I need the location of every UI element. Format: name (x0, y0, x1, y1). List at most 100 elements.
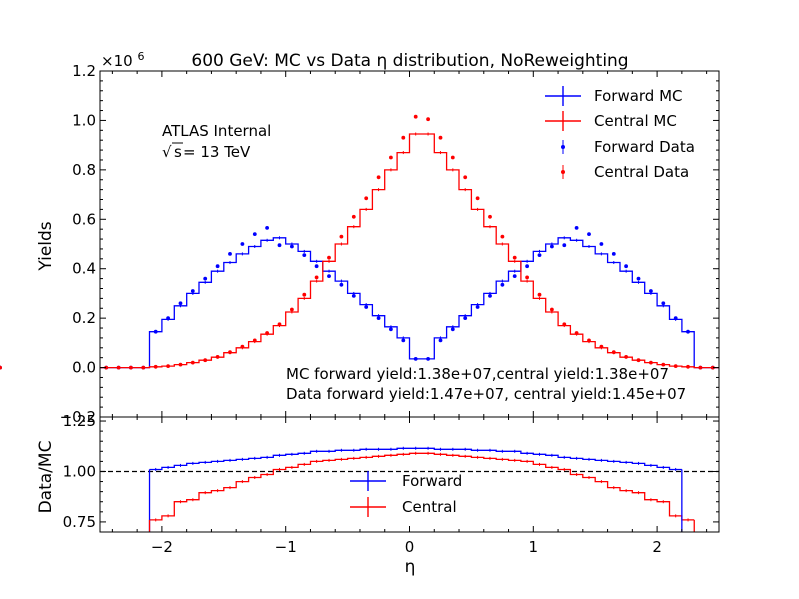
central-data-point (438, 135, 443, 140)
bottom-y-axis-label: Data/MC (36, 441, 56, 514)
x-tick-label: 1 (529, 538, 539, 556)
forward-data-point (265, 226, 269, 230)
legend-central: Central (350, 497, 457, 517)
y-tick-label: 1.0 (72, 111, 96, 129)
y-tick-label: −0.2 (60, 408, 96, 426)
y-tick-label: 0.75 (63, 513, 96, 531)
forward-data-point (500, 282, 505, 287)
forward-data-point (351, 294, 356, 298)
top-panel-axes: −0.2 0.0 0.2 0.4 0.6 0.8 1.0 1.2 (60, 62, 719, 426)
forward-data-point (562, 243, 567, 248)
central-data-point (252, 338, 257, 343)
forward-data-point (673, 316, 678, 320)
central-data-point (290, 307, 294, 312)
central-data-point (463, 175, 468, 180)
central-data-point (401, 135, 406, 140)
forward-data-point (203, 276, 208, 281)
legend-central-mc: Central MC (545, 111, 677, 131)
central-data-point (488, 214, 492, 219)
central-data-point (710, 365, 715, 370)
forward-data-point (215, 264, 220, 269)
legend-central-label: Central (402, 498, 457, 516)
bottom-panel-data (100, 446, 719, 532)
chart-title: 600 GeV: MC vs Data η distribution, NoRe… (191, 51, 628, 71)
forward-data-point (153, 329, 158, 334)
forward-data-point (537, 253, 542, 257)
energy-label: √ s = 13 TeV (162, 142, 251, 161)
legend-forward-mc: Forward MC (545, 86, 683, 106)
forward-data-point (376, 316, 381, 320)
central-data-point (104, 365, 109, 370)
central-data-point (475, 196, 480, 201)
forward-data-point (686, 329, 690, 334)
central-data-point (587, 338, 591, 343)
sqrt-s: s (174, 143, 182, 161)
forward-data-point (178, 301, 183, 306)
forward-data-point (599, 242, 604, 246)
forward-data-point (364, 305, 369, 309)
y-tick-label: 0.6 (72, 210, 96, 228)
data-yield-annotation: Data forward yield:1.47e+07, central yie… (286, 385, 686, 403)
y-tick-label: 0.8 (72, 161, 96, 179)
central-series (149, 451, 695, 522)
central-data-point (141, 365, 146, 370)
central-data-point (426, 117, 430, 122)
scale-exponent: 6 (137, 50, 144, 63)
central-data-point (698, 365, 703, 370)
central-data-point (327, 255, 331, 260)
central-data-point (166, 364, 171, 368)
central-data-point (413, 114, 418, 119)
forward-data-point (574, 226, 579, 230)
y-tick-label: 0.4 (72, 260, 96, 278)
central-data-point (240, 344, 245, 349)
forward-data-point (290, 244, 294, 249)
forward-data-point (450, 327, 455, 332)
central-data-point (339, 234, 344, 239)
central-data-point (512, 255, 517, 260)
bottom-panel-axes: −2 −1 0 1 2 0.75 1.00 1.25 (63, 412, 719, 556)
forward-data-point (463, 316, 468, 320)
y-tick-label: 1.2 (72, 62, 96, 80)
top-panel-data (0, 114, 719, 370)
forward-data-point (512, 274, 517, 278)
central-data-point (351, 214, 356, 219)
y-tick-label: 0.0 (72, 359, 96, 377)
top-legend: Forward MC Central MC Forward Data Centr… (545, 86, 695, 181)
central-data-point (364, 196, 369, 201)
forward-data-point (611, 252, 616, 256)
central-data-point (0, 365, 2, 370)
central-data-point (649, 360, 653, 365)
bottom-panel: −2 −1 0 1 2 0.75 1.00 1.25 Data/MC Forward Cent… (36, 412, 720, 556)
forward-data-point (314, 264, 319, 269)
x-tick-label: −2 (151, 538, 173, 556)
central-data-point (500, 234, 505, 239)
forward-data-point (413, 357, 418, 361)
central-data-point (389, 155, 393, 160)
forward-mc-series (0, 236, 719, 370)
forward-data-point (277, 243, 282, 248)
forward-data-point (252, 232, 257, 237)
y-tick-label: 0.2 (72, 309, 96, 327)
forward-data-point (240, 242, 245, 246)
forward-data-point (327, 274, 331, 278)
bottom-legend: Forward Central (350, 471, 462, 517)
forward-data-point (190, 289, 195, 293)
central-data-point (314, 275, 319, 280)
central-data-series (0, 114, 715, 370)
top-panel: −0.2 0.0 0.2 0.4 0.6 0.8 1.0 1.2 ×10 6 Yields A… (0, 50, 720, 426)
scale-label: ×10 (101, 52, 133, 70)
legend-central-mc-label: Central MC (594, 112, 677, 130)
central-data-point (153, 364, 158, 369)
legend-forward-label: Forward (402, 472, 462, 490)
central-data-point (550, 307, 554, 312)
forward-data-point (649, 289, 653, 293)
x-tick-label: −1 (275, 538, 297, 556)
forward-data-point (339, 282, 344, 287)
central-data-point (599, 344, 604, 349)
central-data-point (376, 175, 381, 180)
central-data-point (215, 355, 220, 359)
central-data-point (265, 331, 269, 335)
forward-data-point (488, 294, 492, 298)
central-data-point (562, 322, 567, 327)
central-data-point (636, 358, 641, 363)
